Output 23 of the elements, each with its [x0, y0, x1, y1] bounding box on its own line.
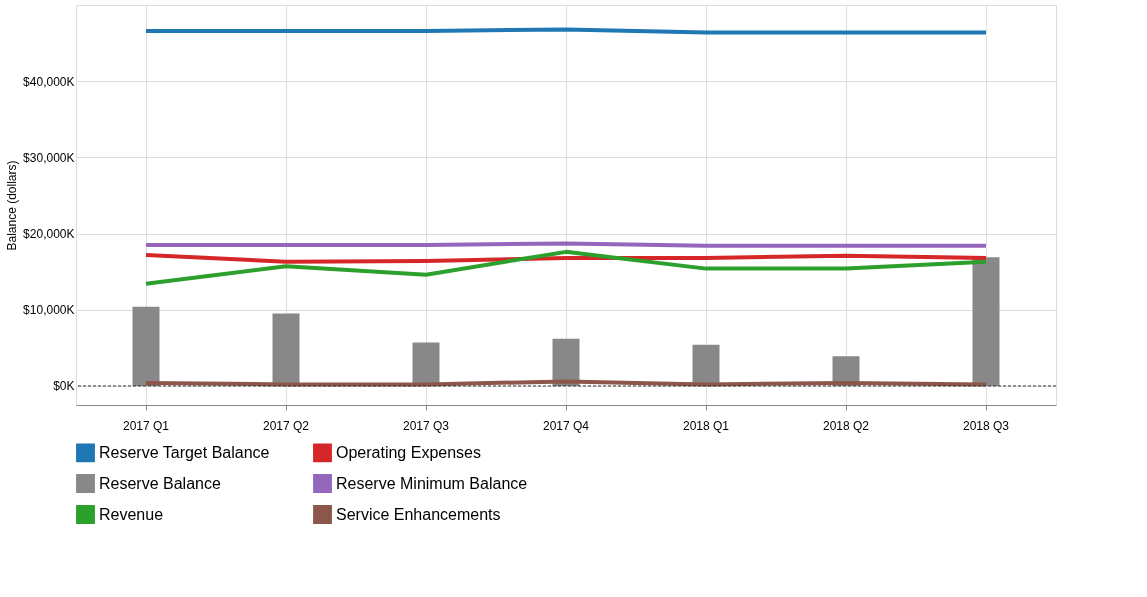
x-tick-label: 2018 Q3 [962, 418, 1010, 433]
legend-label: Reserve Target Balance [99, 443, 270, 461]
x-tick-label: 2017 Q2 [262, 418, 310, 433]
legend-label: Revenue [99, 505, 164, 523]
x-tick-label: 2017 Q3 [402, 418, 450, 433]
line-series [144, 249, 988, 286]
y-tick-label: $0K [53, 379, 75, 394]
bar [972, 257, 1000, 386]
x-tick-label: 2018 Q1 [682, 418, 730, 433]
y-tick-label: $10,000K [23, 303, 75, 318]
y-tick-label: $20,000K [23, 227, 75, 242]
legend-label: Reserve Balance [99, 474, 221, 492]
y-tick-label: $30,000K [23, 150, 75, 165]
x-tick-label: 2017 Q4 [542, 418, 590, 433]
bar [132, 306, 160, 386]
y-axis-title: Balance (dollars) [5, 160, 20, 251]
x-tick-label: 2018 Q2 [822, 418, 870, 433]
legend-label: Service Enhancements [336, 505, 501, 523]
x-tick-label: 2017 Q1 [122, 418, 170, 433]
line-series [144, 252, 988, 264]
legend-label: Reserve Minimum Balance [336, 474, 528, 492]
legend-label: Operating Expenses [336, 443, 481, 461]
y-tick-label: $40,000K [23, 74, 75, 89]
